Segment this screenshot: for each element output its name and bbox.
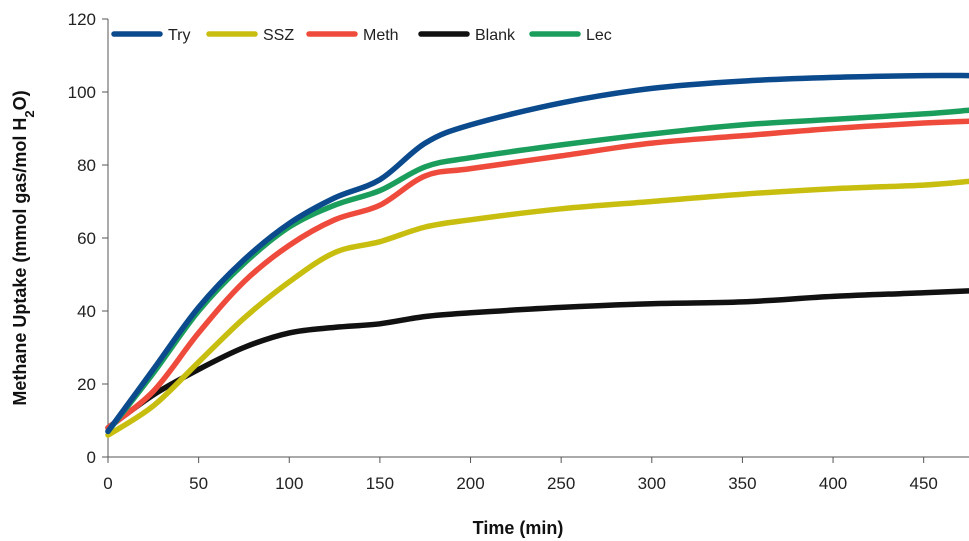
x-tick-label: 250 — [547, 474, 575, 493]
legend-label-ssz: SSZ — [263, 27, 294, 44]
x-axis-title: Time (min) — [473, 518, 564, 538]
y-tick-label: 120 — [68, 10, 96, 29]
y-axis-title: Methane Uptake (mmol gas/mol H2O) — [10, 90, 37, 405]
series-line-blank — [105, 288, 969, 431]
y-axis-title-end: O) — [10, 90, 30, 110]
x-tick-label: 350 — [728, 474, 756, 493]
y-tick-label: 60 — [77, 229, 96, 248]
x-axis: 0 50 100 150 200 250 300 350 400 450 — [103, 456, 969, 493]
x-tick-label: 300 — [638, 474, 666, 493]
x-tick-label: 0 — [103, 474, 112, 493]
x-tick-label: 50 — [189, 474, 208, 493]
y-tick-label: 100 — [68, 83, 96, 102]
series-line-ssz — [105, 178, 969, 438]
x-tick-label: 100 — [275, 474, 303, 493]
y-axis-title-subscript: 2 — [22, 110, 37, 117]
series-lines — [105, 72, 969, 438]
y-tick-label: 40 — [77, 302, 96, 321]
y-tick-label: 0 — [87, 448, 96, 467]
y-axis: 0 20 40 60 80 100 120 — [68, 10, 109, 467]
legend-label-blank: Blank — [475, 27, 516, 44]
x-tick-label: 150 — [366, 474, 394, 493]
x-tick-label: 200 — [456, 474, 484, 493]
x-tick-label: 450 — [909, 474, 937, 493]
legend-label-meth: Meth — [363, 27, 399, 44]
series-line-meth — [105, 118, 969, 431]
y-axis-title-main: Methane Uptake (mmol gas/mol H — [10, 118, 30, 406]
legend: Try SSZ Meth Blank Lec — [111, 27, 612, 44]
y-tick-label: 20 — [77, 375, 96, 394]
y-tick-label: 80 — [77, 156, 96, 175]
x-tick-label: 400 — [819, 474, 847, 493]
series-line-try — [105, 72, 969, 435]
legend-label-try: Try — [168, 27, 191, 44]
legend-label-lec: Lec — [586, 27, 612, 44]
